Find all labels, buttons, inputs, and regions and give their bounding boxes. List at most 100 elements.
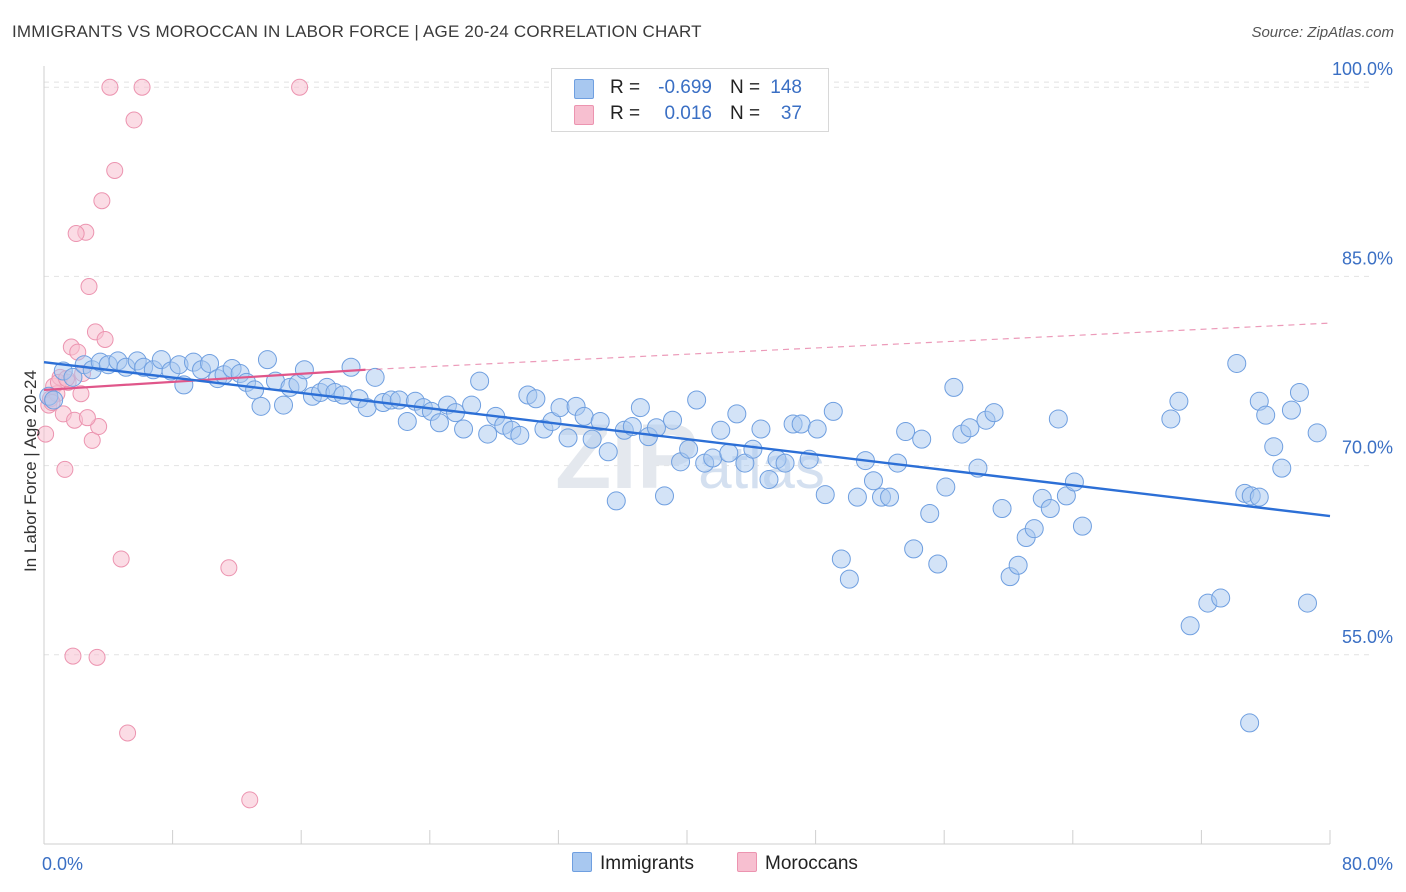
immigrants-point (1064, 472, 1084, 492)
immigrants-point (1072, 516, 1092, 536)
moroccans-point (78, 409, 96, 427)
immigrants-point (1272, 458, 1292, 478)
immigrants-point (397, 411, 417, 431)
immigrants-trend-line (43, 360, 1331, 518)
legend-item-moroccans: Moroccans (737, 852, 858, 875)
n-value: 37 (780, 103, 802, 124)
x-tick-label-start: 0.0% (42, 854, 83, 874)
immigrants-point (574, 406, 594, 426)
y-tick-label: 85.0% (1342, 248, 1393, 268)
immigrants-swatch (574, 79, 594, 99)
moroccans-point (93, 192, 111, 210)
immigrants-point (743, 439, 763, 459)
immigrants-point (1256, 405, 1276, 425)
immigrants-point (365, 367, 385, 387)
moroccans-point (125, 111, 143, 129)
immigrants-point (1227, 353, 1247, 373)
immigrants-point (1240, 713, 1260, 733)
x-tick-label-end: 80.0% (1342, 854, 1393, 874)
immigrants-point (1048, 409, 1068, 429)
immigrants-point (1008, 555, 1028, 575)
chart-title: IMMIGRANTS VS MOROCCAN IN LABOR FORCE | … (12, 22, 702, 41)
immigrants-point (775, 453, 795, 473)
immigrants-point (679, 439, 699, 459)
r-value: -0.699 (658, 77, 712, 98)
immigrants-point (630, 398, 650, 418)
legend-item-immigrants: Immigrants (572, 852, 694, 875)
immigrants-point (880, 487, 900, 507)
immigrants-point (831, 549, 851, 569)
immigrants-point (1161, 409, 1181, 429)
immigrants-point (550, 398, 570, 418)
immigrants-point (333, 385, 353, 405)
n-value: 148 (770, 77, 802, 98)
immigrants-point (815, 485, 835, 505)
watermark-atlas: atlas (698, 434, 825, 501)
immigrants-point (1169, 391, 1189, 411)
immigrants-point (823, 401, 843, 421)
immigrants-point (1211, 588, 1231, 608)
immigrants-point (1180, 616, 1200, 636)
immigrants-point (1289, 382, 1309, 402)
immigrants-point (928, 554, 948, 574)
immigrants-point (944, 377, 964, 397)
immigrants-point (44, 390, 64, 410)
immigrants-point (582, 429, 602, 449)
legend-row-immigrants: R = -0.699 N = 148 (552, 75, 828, 101)
r-label: R = (610, 103, 641, 124)
immigrants-point (791, 414, 811, 434)
moroccans-point (106, 161, 124, 179)
immigrants-point (759, 469, 779, 489)
moroccans-legend-swatch (737, 852, 757, 872)
moroccans-point (67, 225, 85, 243)
immigrants-point (646, 418, 666, 438)
r-value: 0.016 (664, 103, 712, 124)
moroccans-point (83, 431, 101, 449)
n-label: N = (730, 103, 761, 124)
moroccans-point (119, 724, 137, 742)
immigrants-point (711, 420, 731, 440)
immigrants-point (598, 442, 618, 462)
immigrants-point (606, 491, 626, 511)
immigrants-point (663, 410, 683, 430)
y-axis-label: In Labor Force | Age 20-24 (21, 370, 40, 572)
immigrants-point (936, 477, 956, 497)
immigrants-point (1024, 519, 1044, 539)
moroccans-point (241, 791, 259, 809)
immigrants-point (904, 539, 924, 559)
immigrants-point (807, 419, 827, 439)
moroccans-point (101, 78, 119, 96)
immigrants-point (251, 396, 271, 416)
immigrants-point (912, 429, 932, 449)
moroccans-point (64, 647, 82, 665)
moroccans-point (72, 385, 90, 403)
immigrants-point (896, 422, 916, 442)
immigrants-point (960, 418, 980, 438)
moroccans-point (37, 425, 55, 443)
immigrants-point (1281, 400, 1301, 420)
trend-lines (43, 322, 1331, 518)
y-tick-label: 70.0% (1342, 438, 1393, 458)
immigrants-point (470, 371, 490, 391)
immigrants-point (558, 428, 578, 448)
y-tick-label: 100.0% (1332, 59, 1393, 79)
moroccans-point (56, 460, 74, 478)
moroccans-point (88, 648, 106, 666)
immigrants-point (1307, 423, 1327, 443)
immigrants-point (510, 425, 530, 445)
immigrants-point (200, 353, 220, 373)
immigrants-point (462, 395, 482, 415)
r-label: R = (610, 77, 641, 98)
moroccans-point (96, 330, 114, 348)
immigrants-point (274, 395, 294, 415)
immigrants-point (429, 413, 449, 433)
immigrants-point (719, 443, 739, 463)
moroccans-swatch (574, 105, 594, 125)
immigrants-point (863, 471, 883, 491)
moroccans-point (90, 418, 108, 436)
moroccans-point (80, 278, 98, 296)
immigrants-point (703, 448, 723, 468)
immigrants-point (294, 360, 314, 380)
immigrants-point (984, 403, 1004, 423)
